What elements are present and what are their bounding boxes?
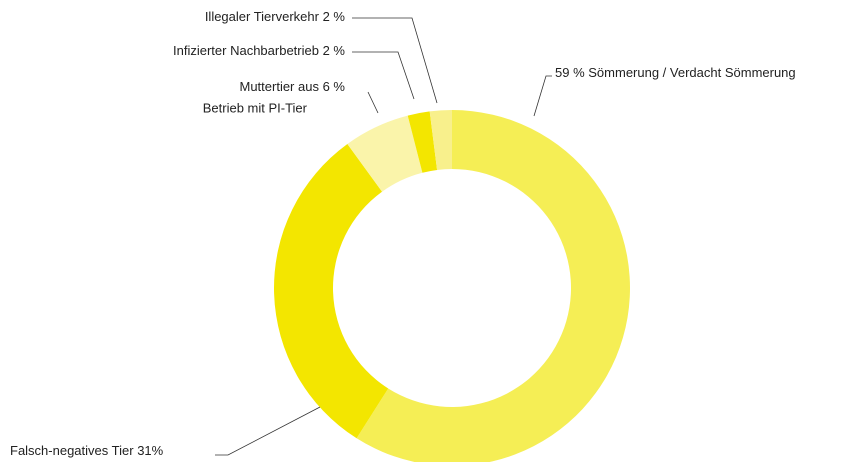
label: Infizierter Nachbarbetrieb 2 % — [173, 43, 345, 58]
leader-line — [352, 51, 415, 100]
leader-line — [215, 406, 321, 456]
value-label: 6 % — [323, 79, 346, 94]
donut — [274, 110, 630, 462]
value-label: 2 % — [323, 43, 346, 58]
category: Falsch-negatives Tier — [10, 443, 134, 458]
category: Betrieb mit PI-Tier — [203, 100, 308, 115]
slice — [356, 110, 630, 462]
leader-line — [533, 75, 552, 117]
label: Falsch-negatives Tier 31% — [10, 443, 164, 458]
slice — [274, 143, 389, 439]
slice — [347, 115, 423, 192]
category: Infizierter Nachbarbetrieb — [173, 43, 319, 58]
category: Illegaler Tierverkehr — [205, 9, 320, 24]
leader-line — [352, 17, 438, 104]
slice — [407, 111, 438, 173]
category: Muttertier aus — [239, 79, 319, 94]
value-label: 59 % — [555, 65, 585, 80]
leader-line — [367, 91, 379, 114]
label: 59 % Sömmerung / Verdacht Sömmerung — [555, 65, 796, 80]
value-label: 2 % — [323, 9, 346, 24]
value-label: 31% — [137, 443, 163, 458]
category: Sömmerung / Verdacht Sömmerung — [588, 65, 795, 80]
label: Muttertier aus 6 % — [239, 79, 345, 94]
label: Illegaler Tierverkehr 2 % — [205, 9, 346, 24]
slice — [429, 110, 452, 170]
